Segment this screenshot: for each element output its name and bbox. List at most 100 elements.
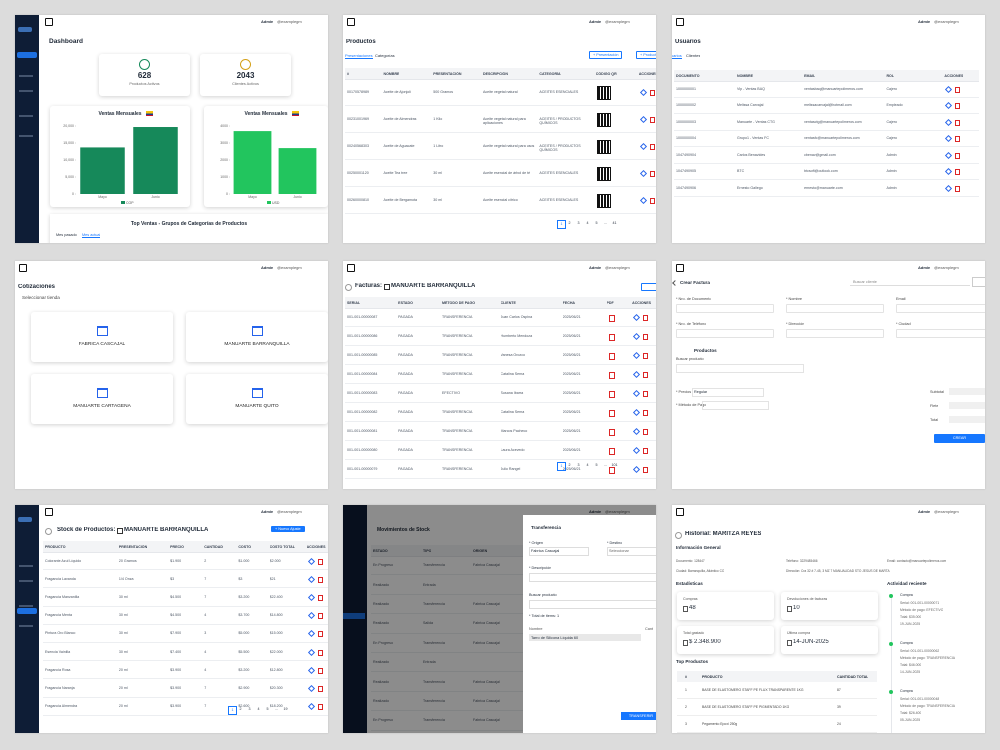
delete-icon[interactable] — [317, 631, 323, 638]
delete-icon[interactable] — [643, 467, 649, 473]
delete-icon[interactable] — [317, 576, 323, 583]
delete-icon[interactable] — [317, 686, 323, 692]
store-card[interactable]: MANUARTE CARTAGENA — [31, 374, 173, 424]
store-card[interactable]: FABRICA CASCAJAL — [31, 312, 173, 362]
page-button[interactable]: 5 — [595, 463, 598, 467]
text-input[interactable] — [529, 600, 656, 609]
tab[interactable]: Clientes — [686, 53, 701, 58]
page-button[interactable]: 2 — [568, 221, 571, 225]
page-button[interactable]: 1 — [557, 462, 566, 471]
page-button[interactable]: 3 — [577, 463, 580, 467]
text-input[interactable] — [676, 364, 804, 373]
delete-icon[interactable] — [955, 86, 961, 93]
text-input[interactable] — [529, 573, 656, 582]
store-card[interactable]: MANUARTE BARRANQUILLA — [186, 312, 328, 362]
delete-icon[interactable] — [643, 334, 649, 340]
tab[interactable]: Usuarios — [672, 53, 682, 59]
add-button[interactable] — [641, 283, 656, 291]
sidebar-item[interactable] — [19, 90, 33, 92]
pdf-icon[interactable] — [608, 410, 615, 417]
back-button[interactable] — [675, 532, 682, 539]
page-button[interactable]: 1 — [557, 220, 566, 229]
delete-icon[interactable] — [643, 315, 649, 321]
back-button[interactable] — [45, 528, 52, 535]
delete-icon[interactable] — [317, 613, 323, 620]
sidebar-active-item[interactable] — [17, 52, 37, 58]
delete-icon[interactable] — [955, 119, 961, 126]
delete-icon[interactable] — [317, 667, 323, 674]
sidebar-active-item[interactable] — [343, 613, 365, 619]
tab[interactable]: Categorías — [375, 53, 395, 58]
delete-icon[interactable] — [317, 704, 323, 711]
button[interactable]: + Presentación — [589, 51, 623, 59]
tab[interactable]: Presentaciones — [345, 53, 373, 59]
sidebar-item[interactable] — [19, 135, 33, 137]
sidebar-item[interactable] — [19, 605, 33, 607]
delete-icon[interactable] — [649, 198, 655, 204]
select-input[interactable] — [529, 547, 589, 556]
page-button[interactable]: 1 — [228, 706, 237, 715]
page-button[interactable]: ... — [604, 221, 607, 225]
delete-icon[interactable] — [643, 353, 649, 359]
select-input[interactable] — [607, 547, 656, 556]
sidebar-item[interactable] — [19, 565, 33, 567]
page-button[interactable]: 3 — [248, 707, 251, 711]
text-input[interactable] — [676, 304, 774, 313]
page-button[interactable]: ... — [604, 463, 607, 467]
pdf-icon[interactable] — [608, 353, 615, 360]
text-input[interactable] — [786, 329, 884, 338]
back-button[interactable] — [672, 280, 678, 286]
delete-icon[interactable] — [955, 169, 961, 176]
pdf-icon[interactable] — [608, 315, 615, 322]
sidebar-item[interactable] — [19, 75, 33, 77]
tab[interactable]: Mes actual — [82, 233, 101, 238]
pdf-icon[interactable] — [608, 334, 615, 341]
delete-icon[interactable] — [643, 410, 649, 416]
select-input[interactable] — [692, 388, 764, 397]
delete-icon[interactable] — [649, 117, 655, 123]
pdf-icon[interactable] — [608, 467, 615, 474]
text-input[interactable] — [786, 304, 884, 313]
pdf-icon[interactable] — [608, 391, 615, 398]
page-button[interactable]: 19 — [283, 707, 288, 711]
select-input[interactable] — [702, 401, 769, 410]
delete-icon[interactable] — [317, 558, 323, 565]
delete-icon[interactable] — [649, 90, 655, 96]
pdf-icon[interactable] — [608, 372, 615, 379]
text-input[interactable] — [896, 304, 985, 313]
button[interactable]: + Producto — [636, 51, 656, 59]
tab[interactable]: Mes pasado — [56, 233, 77, 237]
back-button[interactable] — [345, 284, 352, 291]
page-button[interactable]: 4 — [586, 463, 589, 467]
delete-icon[interactable] — [955, 136, 961, 143]
sidebar-item[interactable] — [19, 115, 33, 117]
page-button[interactable]: 2 — [568, 463, 571, 467]
delete-icon[interactable] — [317, 649, 323, 656]
delete-icon[interactable] — [955, 185, 961, 192]
delete-icon[interactable] — [955, 103, 961, 110]
page-button[interactable]: 2 — [239, 707, 242, 711]
create-button[interactable]: CREAR — [934, 434, 985, 443]
page-button[interactable]: ... — [275, 707, 278, 711]
text-input[interactable] — [676, 329, 774, 338]
delete-icon[interactable] — [649, 144, 655, 150]
delete-icon[interactable] — [643, 372, 649, 378]
page-button[interactable]: 5 — [595, 221, 598, 225]
page-button[interactable]: 3 — [577, 221, 580, 225]
sidebar-item[interactable] — [19, 580, 33, 582]
delete-icon[interactable] — [643, 448, 649, 454]
delete-icon[interactable] — [955, 152, 961, 159]
delete-icon[interactable] — [649, 171, 655, 177]
page-button[interactable]: 4 — [586, 221, 589, 225]
page-button[interactable]: 5 — [266, 707, 269, 711]
delete-icon[interactable] — [643, 391, 649, 397]
page-button[interactable]: 4 — [257, 707, 260, 711]
page-button[interactable]: 41 — [612, 221, 617, 225]
transfer-button[interactable]: TRANSFERIR — [621, 712, 656, 720]
store-card[interactable]: MANUARTE QUITO — [186, 374, 328, 424]
pdf-icon[interactable] — [608, 448, 615, 455]
page-button[interactable]: 101 — [611, 463, 618, 467]
delete-icon[interactable] — [317, 595, 323, 601]
pdf-icon[interactable] — [608, 429, 615, 436]
sidebar-item[interactable] — [19, 625, 33, 627]
